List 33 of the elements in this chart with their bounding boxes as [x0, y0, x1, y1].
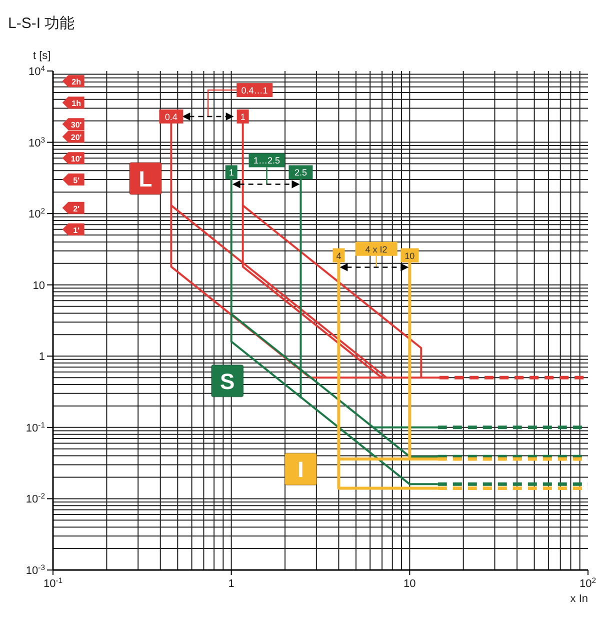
x-tick-label: 10: [404, 578, 416, 590]
annotation: 4: [336, 250, 342, 261]
x-tick-label: 10$^{2}$: [579, 576, 596, 590]
x-tick-label: 10$^{-1}$: [43, 576, 63, 590]
x-tick-label: 1: [228, 578, 234, 590]
annotation: 2': [73, 204, 80, 214]
y-axis-title: t [s]: [33, 50, 51, 62]
annotation: 20': [70, 133, 82, 142]
annotation: 10: [404, 250, 415, 261]
annotation: 10': [70, 154, 82, 164]
chart-title: L-S-I 功能: [8, 15, 75, 32]
annotation: 1: [228, 168, 234, 178]
y-tick-label: 10$^{2}$: [28, 206, 45, 221]
y-tick-label: 1: [38, 351, 45, 364]
annotation: 0.4…1: [241, 86, 268, 96]
annotation: 1: [240, 112, 246, 122]
y-tick-label: 10: [32, 280, 45, 292]
annotation: 5': [73, 176, 80, 186]
annotation: 4 x I2: [365, 244, 388, 254]
annotation: 1…2.5: [253, 156, 280, 166]
y-tick-label: 10$^{-3}$: [26, 562, 45, 577]
y-tick-label: 10$^{4}$: [28, 64, 46, 78]
annotation: I: [298, 457, 304, 482]
annotation: 1h: [72, 99, 82, 108]
annotation: L: [138, 166, 152, 192]
annotation: 30': [70, 120, 82, 130]
x-axis-title: x In: [570, 593, 588, 605]
y-tick-label: 10$^{-2}$: [26, 491, 45, 506]
annotation: S: [220, 368, 235, 394]
y-tick-label: 10$^{3}$: [28, 134, 45, 150]
y-tick-label: 10$^{-1}$: [26, 420, 45, 434]
annotation: 1': [73, 226, 80, 235]
annotation: 2h: [72, 78, 82, 87]
